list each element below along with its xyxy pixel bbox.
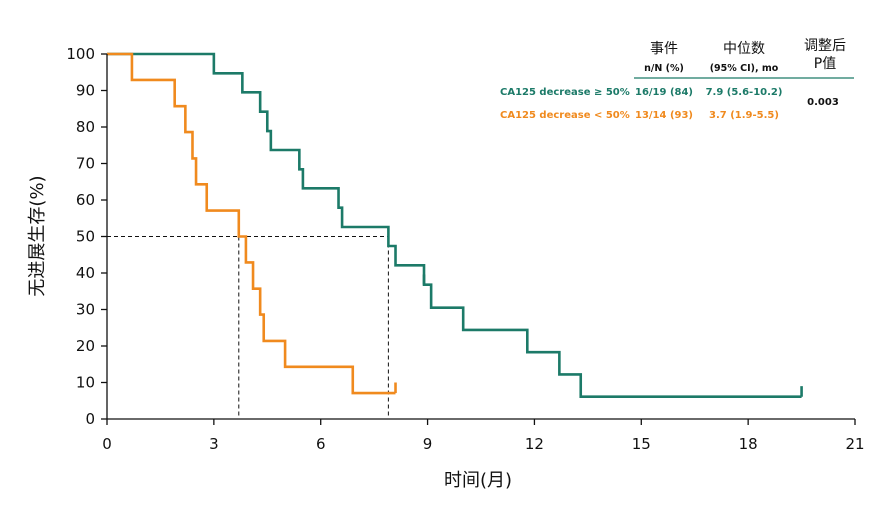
events-subheader: n/N (%) bbox=[644, 63, 684, 74]
x-axis: 0 3 6 9 12 15 18 21 bbox=[102, 418, 865, 453]
median-subheader: (95% CI), mo bbox=[710, 63, 779, 74]
y-tick-label: 0 bbox=[85, 410, 95, 428]
pvalue-header-line1: 调整后 bbox=[804, 38, 846, 54]
series-curves bbox=[107, 52, 803, 399]
y-tick-label: 90 bbox=[76, 82, 95, 100]
y-tick-label: 20 bbox=[76, 337, 95, 355]
x-tick-label: 0 bbox=[102, 435, 112, 453]
y-axis-title: 无进展生存(%) bbox=[27, 175, 48, 296]
y-tick-label: 50 bbox=[76, 228, 95, 246]
y-tick-label: 70 bbox=[76, 155, 95, 173]
median-header: 中位数 bbox=[723, 41, 765, 57]
median-value-low: 3.7 (1.9-5.5) bbox=[709, 110, 779, 121]
y-axis: 0 10 20 30 40 50 60 70 80 90 100 bbox=[66, 45, 108, 428]
y-tick-label: 10 bbox=[76, 374, 95, 392]
series-curve-0 bbox=[107, 52, 802, 399]
events-header: 事件 bbox=[650, 41, 678, 57]
events-value-low: 13/14 (93) bbox=[635, 110, 693, 121]
x-axis-title: 时间(月) bbox=[444, 470, 512, 491]
legend-label-high: CA125 decrease ≥ 50% bbox=[500, 87, 630, 98]
legend-table: 事件 n/N (%) 中位数 (95% CI), mo 调整后 P值 CA125… bbox=[500, 38, 854, 121]
legend-label-low: CA125 decrease < 50% bbox=[500, 110, 630, 121]
events-value-high: 16/19 (84) bbox=[635, 87, 693, 98]
p-value: 0.003 bbox=[807, 97, 839, 108]
y-tick-label: 30 bbox=[76, 301, 95, 319]
x-tick-label: 3 bbox=[209, 435, 219, 453]
pvalue-header-line2: P值 bbox=[814, 56, 836, 72]
reference-lines bbox=[107, 236, 389, 419]
x-tick-label: 9 bbox=[423, 435, 433, 453]
y-tick-label: 100 bbox=[66, 45, 95, 63]
series-curve-1 bbox=[107, 52, 396, 395]
x-tick-label: 15 bbox=[632, 435, 651, 453]
y-tick-label: 80 bbox=[76, 118, 95, 136]
median-value-high: 7.9 (5.6-10.2) bbox=[706, 87, 783, 98]
y-tick-label: 40 bbox=[76, 264, 95, 282]
y-tick-label: 60 bbox=[76, 191, 95, 209]
x-tick-label: 12 bbox=[525, 435, 544, 453]
x-tick-label: 6 bbox=[316, 435, 326, 453]
x-tick-label: 21 bbox=[845, 435, 864, 453]
x-tick-label: 18 bbox=[739, 435, 758, 453]
